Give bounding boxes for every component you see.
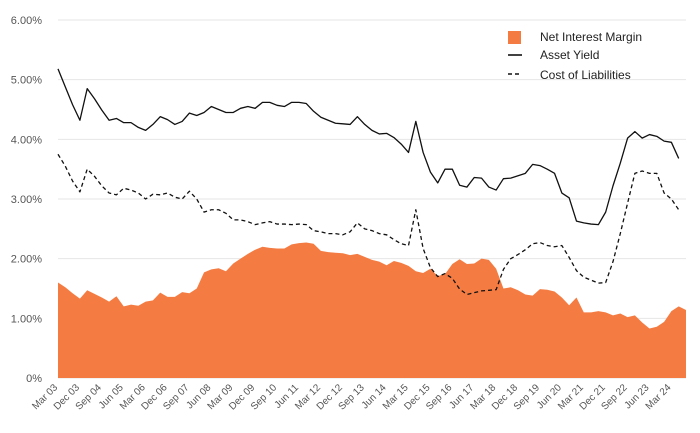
y-tick-label: 3.00% — [11, 194, 42, 206]
x-tick-label: Mar 24 — [644, 382, 674, 412]
y-axis-ticks: 0% 1.00% 2.00% 3.00% 4.00% 5.00% 6.00% — [11, 15, 42, 385]
y-tick-label: 0% — [26, 373, 42, 385]
legend: Net Interest Margin Asset Yield Cost of … — [508, 30, 642, 82]
legend-label-cost-of-liabilities: Cost of Liabilities — [540, 68, 631, 82]
legend-label-asset-yield: Asset Yield — [540, 48, 599, 62]
y-tick-label: 6.00% — [11, 15, 42, 27]
y-tick-label: 2.00% — [11, 254, 42, 266]
y-tick-label: 1.00% — [11, 313, 42, 325]
line-layer — [57, 68, 680, 296]
legend-label-net-interest-margin: Net Interest Margin — [540, 30, 642, 44]
nim-area-layer — [58, 242, 686, 378]
legend-swatch-net-interest-margin — [508, 31, 521, 44]
y-tick-label: 4.00% — [11, 134, 42, 146]
y-tick-label: 5.00% — [11, 75, 42, 87]
series-net-interest-margin-area — [58, 242, 686, 378]
series-asset-yield-line — [57, 68, 680, 226]
